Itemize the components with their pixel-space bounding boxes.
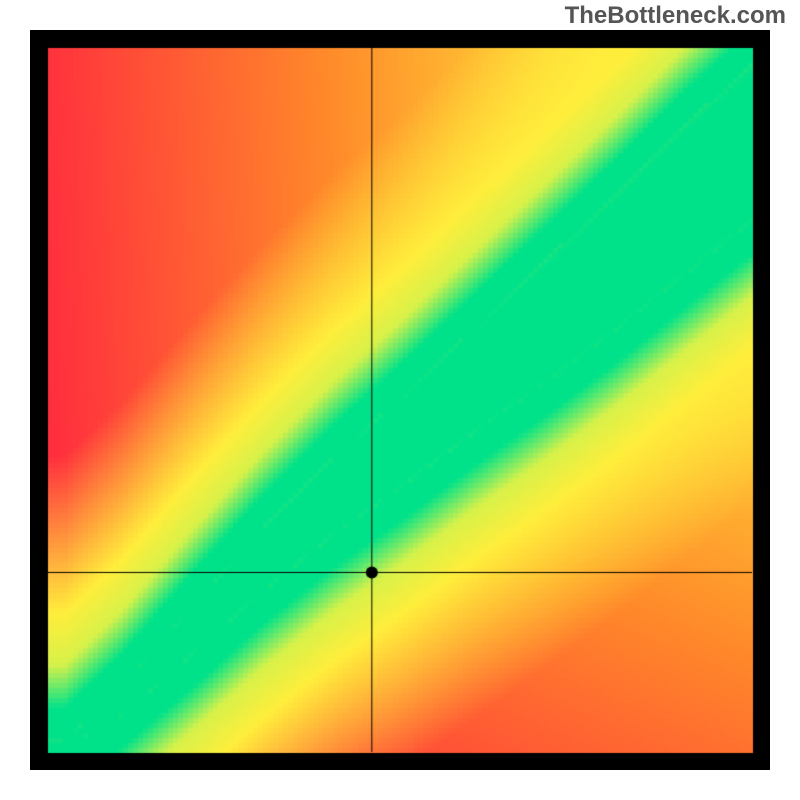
bottleneck-heatmap	[30, 30, 770, 770]
watermark-text: TheBottleneck.com	[565, 2, 786, 30]
chart-container: TheBottleneck.com	[0, 0, 800, 800]
